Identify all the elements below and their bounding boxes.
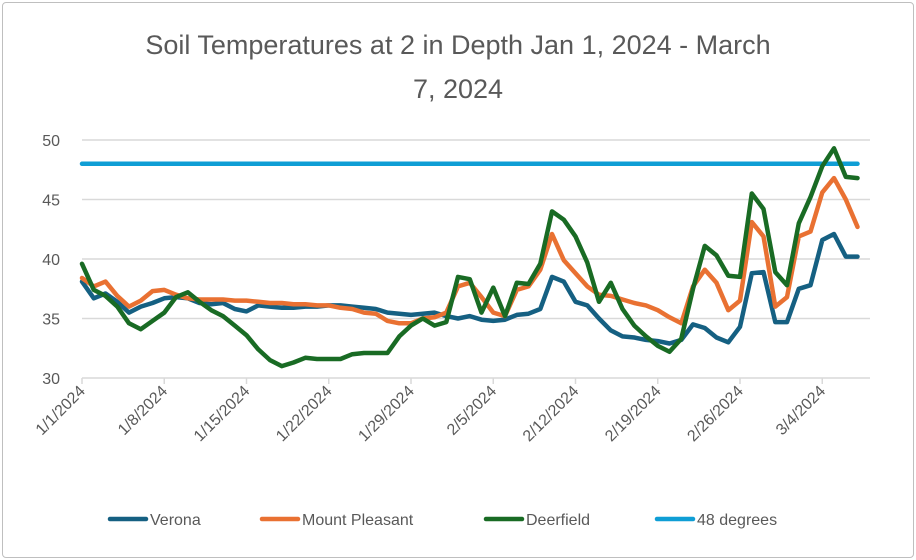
y-tick-label: 35 [42, 312, 60, 329]
y-tick-label: 40 [42, 252, 60, 269]
x-tick-label: 1/8/2024 [115, 383, 171, 439]
legend-item-48-degrees: 48 degrees [654, 512, 777, 529]
legend-label: Deerfield [526, 512, 590, 529]
x-tick-label: 2/12/2024 [520, 383, 582, 445]
legend-item-deerfield: Deerfield [483, 512, 590, 529]
x-tick-label: 1/22/2024 [273, 383, 335, 445]
x-tick-label: 2/26/2024 [684, 383, 746, 445]
series-line-verona [79, 231, 860, 346]
x-tick-label: 1/29/2024 [355, 383, 417, 445]
y-tick-label: 50 [42, 133, 60, 150]
x-tick-label: 1/1/2024 [33, 383, 89, 439]
chart-title-line-2: 7, 2024 [413, 74, 503, 104]
legend-item-verona: Verona [107, 512, 201, 529]
legend-label: Verona [150, 512, 201, 529]
x-tick-label: 2/19/2024 [602, 383, 664, 445]
legend-label: Mount Pleasant [302, 512, 414, 529]
series-line-deerfield [79, 146, 860, 369]
chart-title-line-1: Soil Temperatures at 2 in Depth Jan 1, 2… [145, 30, 770, 60]
x-tick-label: 3/4/2024 [773, 383, 829, 439]
legend-item-mount-pleasant: Mount Pleasant [259, 512, 414, 529]
legend-label: 48 degrees [697, 512, 777, 529]
y-tick-label: 45 [42, 193, 60, 210]
y-tick-label: 30 [42, 371, 60, 388]
x-tick-label: 1/15/2024 [191, 383, 253, 445]
x-tick-label: 2/5/2024 [444, 383, 500, 439]
